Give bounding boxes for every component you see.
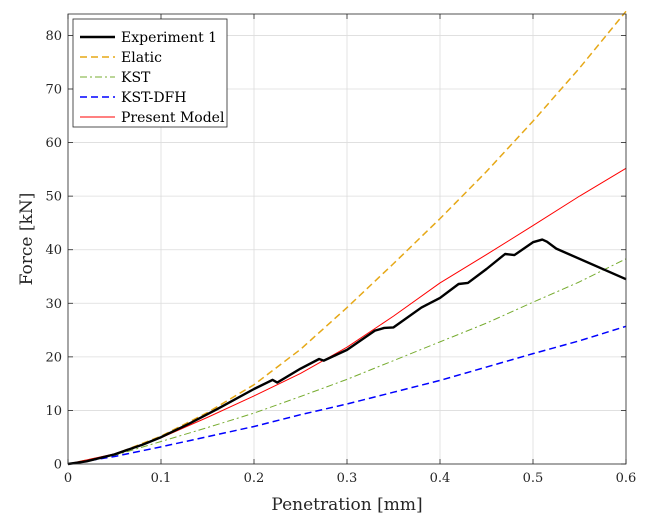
x-tick-label: 0.1: [151, 471, 172, 486]
x-axis-label: Penetration [mm]: [271, 495, 422, 515]
x-tick-label: 0.4: [430, 471, 451, 486]
legend-label: Present Model: [121, 110, 225, 126]
x-tick-label: 0.6: [616, 471, 637, 486]
y-tick-label: 40: [45, 243, 62, 258]
series-line-kst: [67, 258, 627, 465]
series-group: [67, 10, 627, 466]
y-axis-label: Force [kN]: [17, 193, 37, 286]
x-tick-label: 0.5: [523, 471, 544, 486]
y-tick-label: 80: [45, 29, 62, 44]
x-tick-label: 0.3: [337, 471, 358, 486]
x-tick-label: 0: [64, 471, 72, 486]
y-tick-label: 70: [45, 83, 62, 98]
legend: Experiment 1 Elatic KST KST-DFH Present Mode…: [72, 18, 228, 128]
ticks: 0 0.1 0.2 0.3 0.4 0.5 0.6 0 10 20 30 40 50 60 70 80: [45, 14, 636, 486]
y-tick-label: 20: [45, 350, 62, 365]
x-tick-label: 0.2: [244, 471, 265, 486]
y-tick-label: 30: [45, 297, 62, 312]
y-tick-label: 0: [54, 458, 62, 473]
legend-box: [72, 18, 228, 128]
legend-label: Experiment 1: [121, 30, 217, 46]
legend-label: KST-DFH: [121, 90, 186, 106]
legend-label: Elatic: [121, 50, 162, 66]
y-tick-label: 60: [45, 136, 62, 151]
series-line-kst-dfh: [67, 325, 627, 465]
y-tick-label: 10: [45, 404, 62, 419]
legend-label: KST: [121, 70, 151, 86]
series-line-elatic: [67, 10, 627, 465]
y-tick-label: 50: [45, 190, 62, 205]
series-line-experiment-1: [67, 238, 627, 466]
